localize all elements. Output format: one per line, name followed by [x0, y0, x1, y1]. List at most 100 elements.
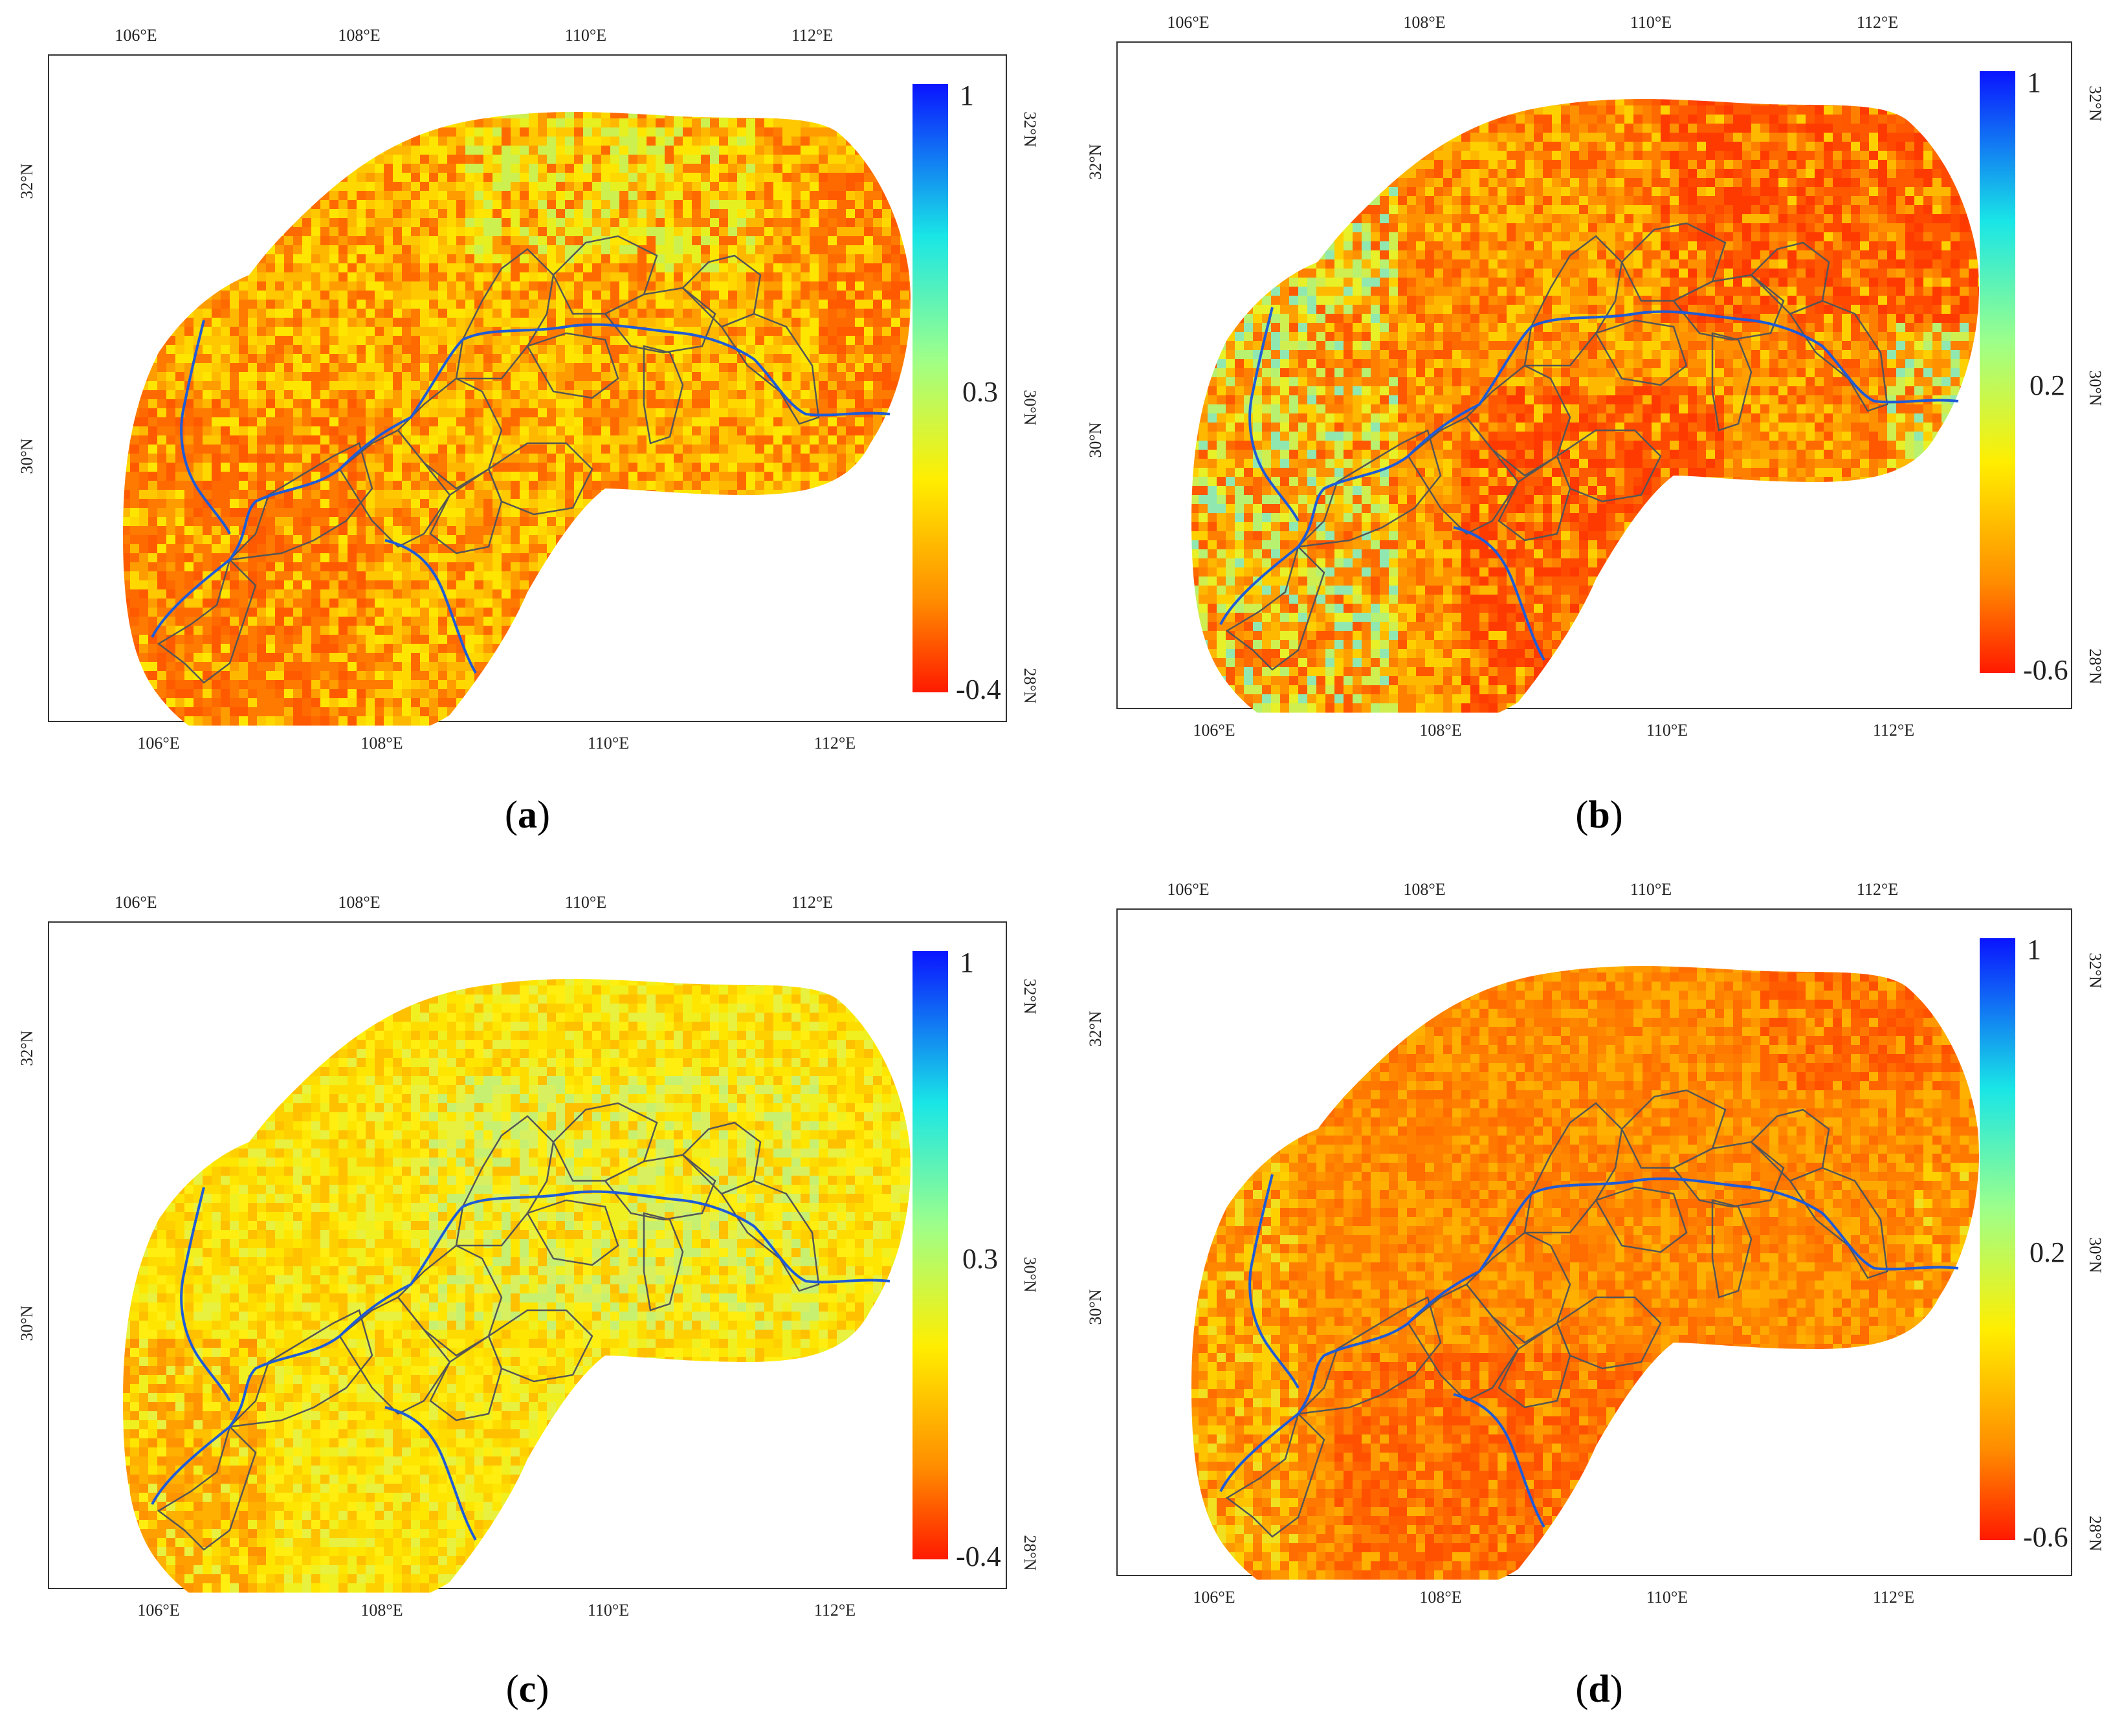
- county-boundary: [526, 332, 619, 399]
- lat-tick-right: 32°N: [2086, 85, 2105, 121]
- lon-tick-top: 108°E: [338, 26, 380, 45]
- county-boundary: [1523, 235, 1623, 367]
- map-a: 106°E 106°E 108°E 108°E 110°E 110°E 112°E 112°E…: [17, 26, 1039, 753]
- raster-layer: [1191, 966, 1979, 1580]
- county-boundary: [1789, 300, 1888, 412]
- lon-tick-bottom: 112°E: [814, 734, 856, 753]
- county-boundary: [487, 1309, 593, 1383]
- county-boundary: [455, 1115, 555, 1247]
- map-frame: [48, 921, 1007, 1589]
- colorbar-min-label: -0.6: [2023, 1521, 2068, 1553]
- river-line: [1248, 307, 1300, 522]
- lon-tick-top: 108°E: [338, 893, 380, 912]
- river-line: [180, 320, 231, 534]
- county-boundary: [1225, 545, 1325, 671]
- lat-tick-right: 28°N: [1021, 668, 1039, 703]
- county-boundary: [1523, 1102, 1623, 1234]
- county-boundary: [227, 1309, 373, 1428]
- lat-tick-left: 30°N: [17, 438, 36, 474]
- caption-b: (b): [1534, 793, 1664, 837]
- river-line: [1248, 1174, 1300, 1389]
- lon-tick-bottom: 106°E: [137, 1601, 179, 1620]
- caption-c: (c): [463, 1667, 592, 1711]
- lat-tick-right: 32°N: [1021, 978, 1039, 1014]
- lon-tick-bottom: 110°E: [588, 1601, 629, 1620]
- colorbar-min-label: -0.4: [956, 674, 1001, 705]
- county-boundary: [429, 1335, 503, 1422]
- lat-tick-right: 30°N: [2086, 370, 2105, 406]
- lon-tick-top: 110°E: [565, 893, 606, 912]
- panel-a: 106°E 106°E 108°E 108°E 110°E 110°E 112°E 112°E…: [0, 0, 1062, 867]
- county-boundary: [1556, 429, 1662, 503]
- county-boundary: [604, 287, 716, 354]
- raster-layer: [1191, 99, 1979, 713]
- lon-tick-bottom: 110°E: [1646, 1588, 1688, 1607]
- county-boundary: [1296, 1296, 1442, 1415]
- colorbar-min-label: -0.4: [956, 1541, 1001, 1572]
- lat-tick-right: 28°N: [2086, 1515, 2105, 1551]
- county-boundary: [1465, 1231, 1571, 1344]
- colorbar: [1980, 938, 2015, 1540]
- map-frame: [1116, 908, 2072, 1576]
- county-boundary: [1789, 1167, 1888, 1279]
- lat-tick-left: 32°N: [17, 1030, 36, 1066]
- rivers: [1219, 307, 1959, 661]
- county-boundary: [397, 377, 503, 490]
- colorbar-mid-label: 0.2: [2030, 369, 2065, 401]
- colorbar: [913, 951, 948, 1559]
- county-boundary: [1621, 1089, 1727, 1169]
- river-line: [1219, 310, 1959, 625]
- river-line: [384, 539, 477, 674]
- rivers: [151, 320, 891, 674]
- lat-tick-right: 28°N: [1021, 1535, 1039, 1570]
- lon-tick-top: 106°E: [1167, 13, 1209, 32]
- river-line: [180, 1187, 231, 1401]
- county-boundary: [1621, 222, 1727, 302]
- lon-tick-top: 112°E: [1857, 880, 1898, 899]
- raster-layer: [123, 112, 911, 726]
- lon-tick-bottom: 112°E: [1873, 721, 1914, 740]
- lon-tick-bottom: 106°E: [137, 734, 179, 753]
- lon-tick-bottom: 110°E: [588, 734, 629, 753]
- county-boundary: [1498, 1322, 1571, 1409]
- lat-tick-right: 30°N: [1021, 1257, 1039, 1292]
- admin-boundaries: [1225, 1089, 1888, 1538]
- river-line: [151, 1190, 891, 1505]
- county-boundary: [604, 1154, 716, 1221]
- lat-tick-right: 32°N: [2086, 952, 2105, 988]
- map-frame: [1116, 41, 2072, 709]
- caption-d: (d): [1534, 1667, 1664, 1711]
- lon-tick-bottom: 112°E: [1873, 1588, 1914, 1607]
- river-line: [384, 1406, 477, 1541]
- colorbar-mid-label: 0.3: [962, 1243, 998, 1275]
- county-boundary: [1498, 455, 1571, 542]
- county-boundary: [455, 248, 555, 380]
- lon-tick-top: 112°E: [791, 26, 833, 45]
- county-boundary: [1465, 364, 1571, 477]
- county-boundary: [1711, 1199, 1753, 1299]
- colorbar-mid-label: 0.3: [962, 376, 998, 408]
- lon-tick-bottom: 108°E: [1419, 721, 1461, 740]
- county-boundary: [526, 1199, 619, 1266]
- map-b: 106°E 106°E 108°E 108°E 110°E 110°E 112°E 112°E…: [1086, 13, 2105, 740]
- lat-tick-right: 32°N: [1021, 111, 1039, 147]
- county-boundary: [397, 1244, 503, 1357]
- lon-tick-top: 106°E: [115, 26, 157, 45]
- panel-c: 106°E 106°E 108°E 108°E 110°E 110°E 112°E 112°E…: [0, 867, 1062, 1736]
- panel-b: 106°E 106°E 108°E 108°E 110°E 110°E 112°E 112°E…: [1062, 0, 2124, 867]
- raster-layer: [123, 979, 911, 1593]
- county-boundary: [1296, 429, 1442, 548]
- county-boundary: [1672, 1141, 1785, 1208]
- county-boundary: [643, 345, 684, 445]
- lon-tick-top: 108°E: [1403, 880, 1445, 899]
- lon-tick-top: 106°E: [1167, 880, 1209, 899]
- lon-tick-top: 110°E: [1630, 13, 1672, 32]
- county-boundary: [1595, 319, 1688, 386]
- lat-tick-right: 28°N: [2086, 648, 2105, 684]
- lon-tick-top: 112°E: [791, 893, 833, 912]
- lat-tick-left: 32°N: [17, 163, 36, 199]
- colorbar-max-label: 1: [2027, 67, 2041, 98]
- county-boundary: [643, 1212, 684, 1312]
- colorbar-max-label: 1: [2027, 934, 2041, 965]
- lon-tick-bottom: 106°E: [1193, 1588, 1235, 1607]
